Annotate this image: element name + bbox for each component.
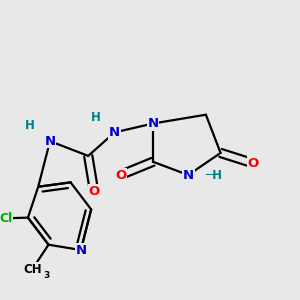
Text: CH: CH [23,262,42,276]
Text: ─H: ─H [205,169,222,182]
Text: 3: 3 [43,271,50,280]
Text: O: O [247,157,259,170]
Text: N: N [109,126,120,139]
Text: O: O [88,185,100,198]
Text: N: N [75,244,86,256]
Text: H: H [25,119,35,132]
Text: N: N [44,135,56,148]
Text: O: O [115,169,126,182]
Text: N: N [183,169,194,182]
Text: N: N [147,117,158,130]
Text: Cl: Cl [0,212,13,225]
Text: H: H [91,111,100,124]
